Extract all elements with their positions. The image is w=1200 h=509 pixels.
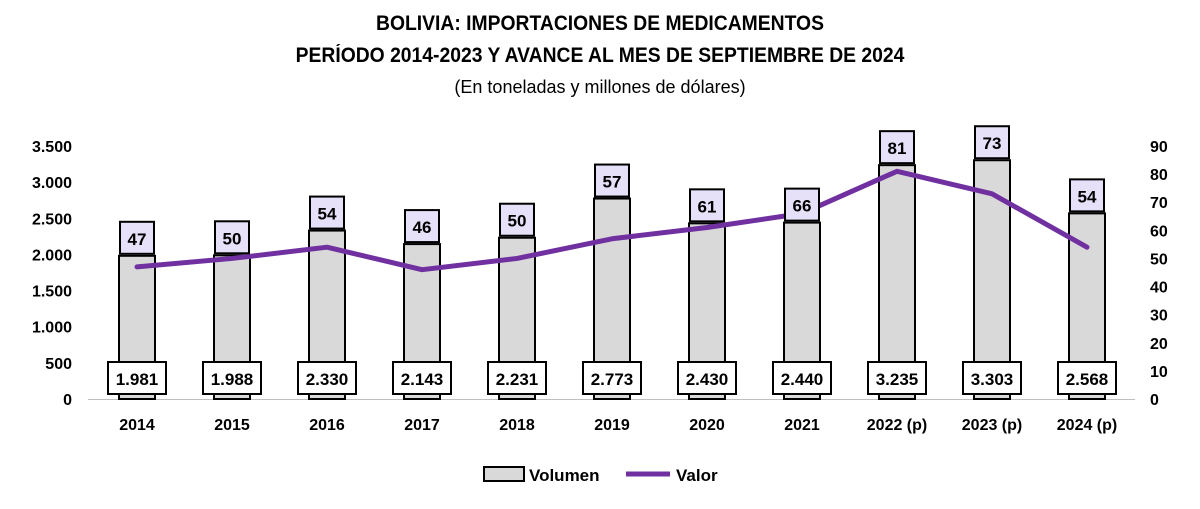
y-right-tick-label: 70 (1150, 195, 1168, 212)
y-right-tick-label: 10 (1150, 364, 1168, 381)
chart-title: BOLIVIA: IMPORTACIONES DE MEDICAMENTOS (376, 12, 824, 35)
data-label-box-volumen (582, 361, 642, 395)
y-left-tick-label: 500 (45, 356, 72, 373)
data-label-valor: 46 (413, 218, 432, 237)
y-left-tick-label: 3.500 (32, 139, 72, 156)
x-tick-label: 2019 (594, 417, 630, 434)
data-label-volumen: 3.303 (971, 370, 1014, 389)
data-label-box-volumen (392, 361, 452, 395)
data-label-valor: 73 (983, 134, 1002, 153)
x-tick-label: 2020 (689, 417, 725, 434)
y-right-tick-label: 60 (1150, 223, 1168, 240)
data-label-box-valor (784, 187, 820, 222)
data-label-box-volumen (962, 361, 1022, 395)
data-label-box-valor (499, 202, 535, 237)
data-label-valor: 50 (508, 212, 527, 231)
data-label-valor: 66 (793, 197, 812, 216)
data-label-box-volumen (1057, 361, 1117, 395)
data-label-box-valor (879, 130, 915, 165)
data-label-volumen: 2.440 (781, 370, 824, 389)
x-tick-label: 2024 (p) (1057, 417, 1117, 434)
y-left-tick-label: 2.500 (32, 211, 72, 228)
line-valor (134, 168, 1090, 273)
data-label-volumen: 2.231 (496, 370, 539, 389)
data-label-volumen: 2.568 (1066, 370, 1109, 389)
data-label-box-volumen (297, 361, 357, 395)
data-label-box-valor (974, 125, 1010, 160)
data-label-box-valor (119, 220, 155, 255)
chart-subtitle: PERÍODO 2014-2023 Y AVANCE AL MES DE SEP… (295, 44, 905, 67)
x-tick-label: 2018 (499, 417, 535, 434)
data-label-box-valor (404, 209, 440, 244)
data-label-volumen: 2.773 (591, 370, 634, 389)
data-label-valor: 54 (1078, 187, 1097, 206)
y-right-tick-label: 30 (1150, 308, 1168, 325)
data-label-box-valor (309, 195, 345, 230)
x-tick-label: 2017 (404, 417, 440, 434)
y-left-tick-label: 2.000 (32, 247, 72, 264)
data-label-box-volumen (202, 361, 262, 395)
data-label-box-volumen (867, 361, 927, 395)
y-right-tick-label: 50 (1150, 251, 1168, 268)
legend-label-volumen: Volumen (529, 466, 600, 485)
data-label-volumen: 2.430 (686, 370, 729, 389)
y-left-tick-label: 1.000 (32, 320, 72, 337)
data-label-box-volumen (107, 361, 167, 395)
data-label-volumen: 2.143 (401, 370, 444, 389)
data-label-volumen: 2.330 (306, 370, 349, 389)
x-tick-label: 2021 (784, 417, 820, 434)
y-right-tick-label: 40 (1150, 280, 1168, 297)
data-label-volumen: 1.981 (116, 370, 159, 389)
x-tick-label: 2023 (p) (962, 417, 1022, 434)
y-right-tick-label: 20 (1150, 336, 1168, 353)
data-label-valor: 47 (128, 230, 147, 249)
chart-units-note: (En toneladas y millones de dólares) (454, 77, 746, 97)
x-tick-label: 2015 (214, 417, 250, 434)
data-label-box-valor (1069, 178, 1105, 213)
y-right-tick-label: 90 (1150, 139, 1168, 156)
data-label-box-volumen (487, 361, 547, 395)
legend-label-valor: Valor (676, 466, 718, 485)
data-label-box-valor (594, 163, 630, 198)
x-tick-label: 2022 (p) (867, 417, 927, 434)
data-label-valor: 81 (888, 139, 907, 158)
data-label-box-valor (214, 220, 250, 255)
y-right-tick-label: 0 (1150, 392, 1159, 409)
data-label-valor: 57 (603, 173, 622, 192)
data-label-valor: 54 (318, 205, 337, 224)
data-label-valor: 61 (698, 197, 717, 216)
data-label-volumen: 1.988 (211, 370, 254, 389)
data-label-box-volumen (677, 361, 737, 395)
data-label-volumen: 3.235 (876, 370, 919, 389)
x-tick-label: 2016 (309, 417, 345, 434)
data-label-box-volumen (772, 361, 832, 395)
y-left-tick-label: 1.500 (32, 284, 72, 301)
y-left-tick-label: 0 (63, 392, 72, 409)
y-right-tick-label: 80 (1150, 167, 1168, 184)
bar-volumen (878, 164, 916, 400)
legend-swatch-volumen (483, 466, 525, 482)
y-left-tick-label: 3.000 (32, 175, 72, 192)
data-label-valor: 50 (223, 229, 242, 248)
data-label-box-valor (689, 188, 725, 223)
x-tick-label: 2014 (119, 417, 155, 434)
